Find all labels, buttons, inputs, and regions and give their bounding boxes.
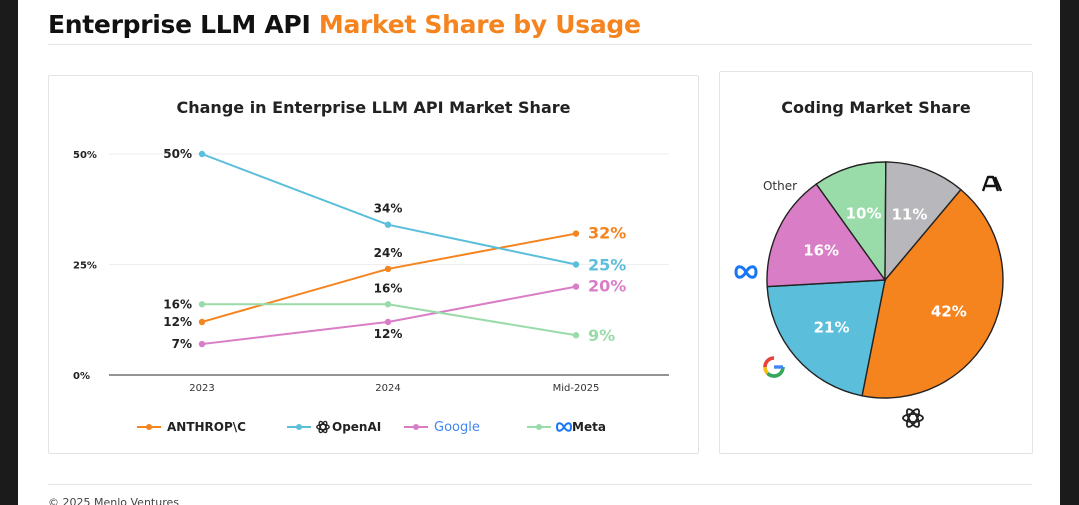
legend-label-google: Google [434, 420, 480, 435]
title-main: Enterprise LLM API [48, 10, 319, 39]
data-label-google: 20% [588, 277, 626, 296]
y-tick-label: 0% [73, 371, 90, 382]
data-label-anthropic: 12% [163, 315, 192, 329]
pie-slice-anthropic [861, 188, 1004, 399]
data-point-meta [198, 301, 206, 308]
pie-chart-panel: Coding Market Share 42% 21% 16% 10% 11% Other [719, 71, 1033, 454]
data-point-google [198, 340, 206, 348]
openai-logo-petal [906, 408, 920, 428]
x-tick-label: Mid-2025 [553, 383, 600, 394]
anthropic-logo-path [981, 175, 1003, 192]
data-point-google [572, 283, 580, 290]
openai-logo-icon [902, 408, 924, 428]
report-page: Enterprise LLM API Market Share by Usage… [18, 0, 1060, 505]
google-logo-arc-red [763, 356, 775, 368]
data-label-meta: 9% [588, 326, 615, 345]
data-point-anthropic [198, 318, 206, 326]
footer-divider [48, 484, 1032, 485]
pie-label-anthropic: 42% [931, 303, 967, 321]
legend-marker-google [413, 424, 419, 430]
line-chart-title: Change in Enterprise LLM API Market Shar… [176, 98, 571, 117]
data-point-openai [572, 261, 580, 268]
pie-label-meta: 10% [846, 205, 882, 223]
pie-slice-google [766, 183, 887, 288]
title-accent: Market Share by Usage [318, 10, 641, 39]
data-label-openai: 50% [163, 147, 192, 161]
data-label-anthropic: 32% [588, 224, 626, 243]
data-label-google: 12% [374, 327, 403, 341]
x-tick-label: 2023 [189, 383, 214, 394]
data-point-meta [572, 332, 580, 339]
pie-slice-openai [766, 279, 886, 397]
y-tick-label: 25% [73, 261, 97, 272]
data-point-meta [384, 301, 392, 308]
data-label-openai: 34% [374, 202, 403, 216]
openai-logo-petal [316, 423, 330, 431]
pie-label-google: 16% [803, 241, 839, 259]
pie-slice-other [884, 161, 962, 282]
data-point-anthropic [572, 230, 580, 237]
y-tick-label: 50% [73, 150, 97, 161]
data-label-meta: 16% [163, 297, 192, 311]
legend-marker-anthropic [146, 424, 152, 430]
openai-logo-petal [318, 420, 328, 434]
openai-logo-icon [316, 420, 330, 434]
google-logo-arc-green [766, 366, 785, 378]
meta-logo-icon [555, 422, 573, 432]
data-point-openai [198, 150, 206, 158]
title-divider [48, 44, 1032, 45]
line-chart-panel: Change in Enterprise LLM API Market Shar… [48, 75, 699, 454]
x-tick-label: 2024 [375, 383, 400, 394]
legend-label-anthropic: ANTHROP\C [167, 420, 246, 434]
legend-label-openai: OpenAI [332, 420, 381, 434]
openai-logo-petal [318, 420, 328, 434]
meta-logo-icon [734, 265, 758, 279]
pie-outer-label-other: Other [763, 179, 797, 193]
google-logo-arc-yellow [763, 366, 769, 375]
data-point-anthropic [384, 265, 392, 273]
footer-copyright: © 2025 Menlo Ventures [48, 496, 179, 505]
meta-logo-path [555, 422, 573, 432]
page-title: Enterprise LLM API Market Share by Usage [48, 10, 641, 39]
data-point-google [384, 318, 392, 326]
legend-marker-openai [296, 424, 302, 430]
meta-logo-path [734, 265, 758, 279]
google-logo-icon [763, 356, 785, 378]
anthropic-logo-icon [981, 175, 1003, 192]
pie-chart: 42% 21% 16% 10% 11% Other [734, 161, 1004, 428]
data-point-openai [384, 221, 392, 228]
pie-slice-meta [815, 161, 887, 283]
data-label-google: 7% [172, 337, 192, 351]
pie-chart-title: Coding Market Share [781, 98, 971, 117]
openai-logo-petal [902, 413, 924, 423]
data-label-openai: 25% [588, 256, 626, 275]
legend-marker-meta [536, 424, 542, 430]
line-chart: 0% 25% 50% 2023 2024 Mid-2025 12% 24% 32% 50% 34% 2… [73, 147, 669, 435]
pie-label-other: 11% [891, 206, 927, 224]
openai-logo-petal [906, 408, 920, 428]
data-label-meta: 16% [374, 281, 403, 295]
legend-label-meta: Meta [572, 420, 606, 434]
pie-label-openai: 21% [814, 318, 850, 336]
data-label-anthropic: 24% [374, 246, 403, 260]
